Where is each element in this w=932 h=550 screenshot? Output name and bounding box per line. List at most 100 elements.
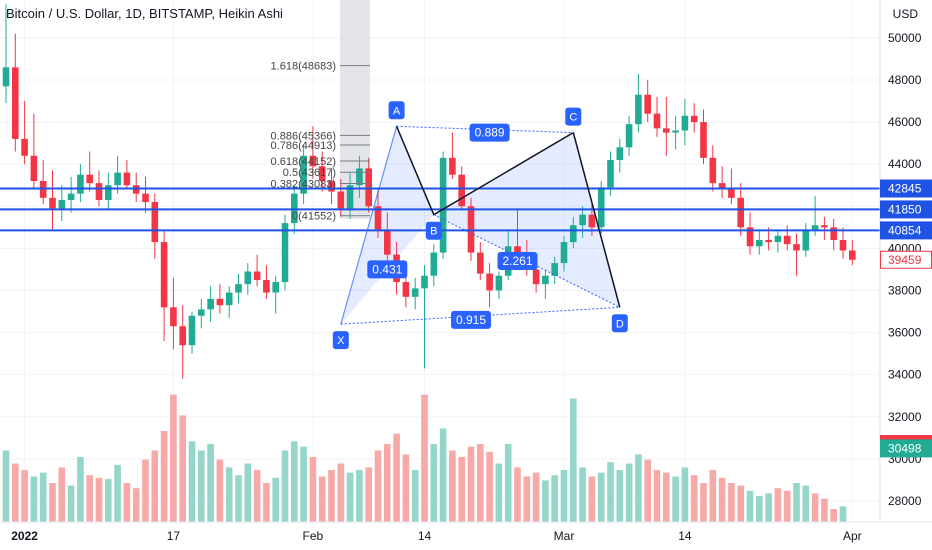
volume-bar: [58, 467, 66, 522]
volume-bar: [467, 446, 475, 522]
volume-bar: [681, 467, 689, 522]
candle-body: [384, 229, 391, 255]
candle-body: [402, 282, 410, 297]
volume-bar: [504, 444, 512, 522]
y-tick-label: 34000: [888, 368, 922, 382]
x-tick-label: Mar: [554, 529, 575, 543]
candle-body: [672, 130, 679, 133]
candle-body: [58, 199, 66, 209]
candle-body: [458, 174, 465, 207]
price-line-badge-label: 40854: [888, 223, 922, 237]
volume-bar: [579, 467, 586, 522]
volume-bar: [439, 428, 447, 522]
volume-bar: [86, 475, 93, 522]
volume-bar: [105, 479, 112, 522]
volume-bar: [728, 483, 735, 522]
point-label-b: B: [430, 226, 437, 238]
pattern-bcd: [433, 132, 620, 308]
volume-bar: [225, 467, 233, 522]
volume-bar: [718, 477, 726, 522]
volume-bar: [49, 483, 56, 522]
volume-bar: [244, 463, 252, 522]
candle-body: [281, 223, 289, 283]
volume-bar: [402, 454, 410, 522]
candle-body: [430, 252, 438, 276]
point-label-d: D: [616, 318, 624, 330]
ratio-box: [451, 310, 491, 329]
y-tick-label: 44000: [888, 157, 922, 171]
ratio-box: [497, 252, 538, 270]
volume-bar: [532, 472, 540, 522]
volume-bar: [356, 470, 363, 522]
volume-bar: [560, 470, 568, 522]
volume-bar: [160, 431, 168, 522]
volume-bar: [411, 470, 419, 522]
volume-bar: [774, 488, 782, 522]
fib-level-label: 0.382(43083): [271, 178, 336, 190]
volume-bar: [523, 476, 531, 522]
volume-bar: [291, 441, 298, 522]
candle-body: [300, 155, 307, 194]
candle-body: [532, 269, 540, 285]
volume-bar: [486, 451, 493, 522]
volume-bar: [114, 464, 121, 522]
y-tick-label: 28000: [888, 494, 922, 508]
candle-body: [746, 227, 754, 247]
candle-body: [514, 246, 521, 253]
volume-bar: [700, 483, 707, 522]
fib-level-label: 1.618(48683): [271, 61, 336, 73]
price-line-badge-label: 41850: [888, 202, 922, 216]
point-label-x: X: [337, 335, 345, 347]
candle-body: [263, 279, 270, 293]
pattern-bd: [433, 214, 621, 308]
candle-body: [560, 242, 568, 264]
volume-bar: [235, 475, 242, 522]
price-line-badge: [880, 179, 932, 198]
point-label-c: C: [569, 112, 577, 124]
candle-body: [570, 225, 577, 243]
fib-level-label: 0.886(45366): [271, 130, 336, 142]
candle-body: [579, 214, 586, 226]
volume-bar: [337, 463, 345, 522]
volume-bar: [123, 483, 131, 522]
candle-body: [142, 193, 149, 203]
candle-body: [588, 214, 596, 228]
volume-bar: [188, 441, 196, 522]
volume-bar: [616, 470, 624, 522]
volume-bar: [765, 493, 772, 522]
volume-bar: [309, 457, 317, 522]
volume-bar: [821, 498, 828, 522]
candle-body: [644, 94, 651, 114]
candle-body: [597, 187, 605, 228]
volume-bar: [421, 394, 428, 522]
volume-bar: [756, 496, 763, 522]
candle-body: [160, 242, 168, 308]
value-badge: [880, 439, 932, 458]
volume-bar: [635, 454, 642, 522]
candle-body: [244, 271, 252, 285]
point-box: [425, 221, 442, 240]
volume-bar: [2, 450, 10, 522]
candle-body: [216, 298, 224, 306]
volume-bar: [430, 444, 438, 522]
volume-bar: [263, 483, 270, 522]
y-tick-label: 50000: [888, 31, 922, 45]
pattern-xd: [340, 306, 620, 325]
x-tick-label: Feb: [303, 529, 324, 543]
volume-bar: [198, 450, 205, 522]
candle-body: [337, 191, 345, 209]
y-tick-label: 48000: [888, 73, 922, 87]
candle-body: [486, 273, 493, 291]
candle-body: [170, 307, 177, 327]
candle-body: [179, 326, 186, 346]
price-line-badge: [880, 221, 932, 240]
candle-body: [105, 185, 112, 200]
volume-bar: [12, 463, 19, 522]
candle-body: [690, 115, 698, 123]
ratio-label: 2.261: [502, 254, 532, 268]
candle-body: [495, 275, 503, 291]
candle-body: [839, 239, 847, 251]
candle-body: [681, 115, 689, 131]
